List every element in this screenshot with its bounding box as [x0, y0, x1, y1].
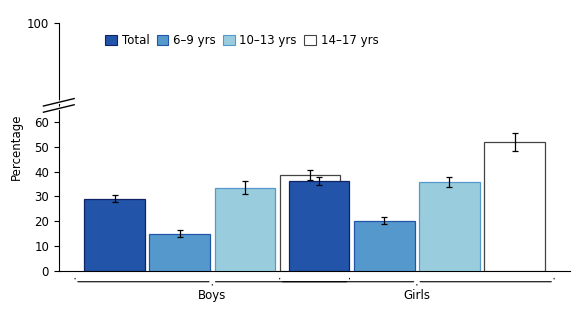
Bar	[215, 188, 275, 271]
Bar	[289, 181, 349, 271]
Bar	[485, 142, 545, 271]
Bar	[85, 199, 145, 271]
Bar	[354, 220, 415, 271]
Text: Boys: Boys	[198, 289, 226, 302]
Legend: Total, 6–9 yrs, 10–13 yrs, 14–17 yrs: Total, 6–9 yrs, 10–13 yrs, 14–17 yrs	[101, 29, 383, 51]
Bar	[280, 175, 340, 271]
Text: Girls: Girls	[403, 289, 430, 302]
Y-axis label: Percentage: Percentage	[9, 114, 23, 180]
Bar	[149, 234, 210, 271]
Bar	[419, 182, 480, 271]
